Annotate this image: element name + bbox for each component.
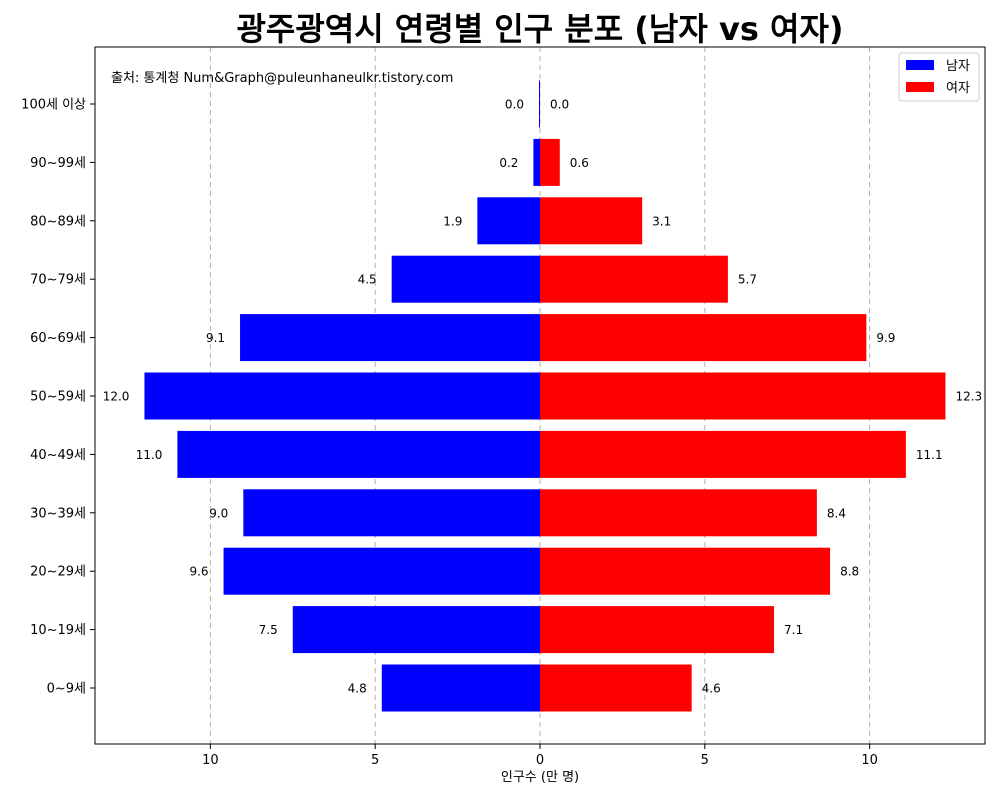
bar-female — [540, 314, 867, 362]
data-label-male: 9.1 — [206, 331, 225, 345]
y-tick-label: 0~9세 — [47, 682, 86, 697]
legend-swatch-male — [906, 60, 934, 70]
data-label-female: 5.7 — [738, 273, 757, 287]
data-label-female: 8.8 — [840, 565, 859, 579]
y-tick-label: 30~39세 — [30, 506, 86, 521]
y-tick-label: 60~69세 — [30, 331, 86, 346]
bar-male — [144, 372, 540, 420]
data-label-female: 12.3 — [955, 390, 982, 404]
bar-female — [540, 664, 692, 712]
data-label-female: 0.0 — [550, 98, 569, 112]
bar-female — [540, 197, 643, 245]
data-label-male: 9.0 — [209, 506, 228, 520]
data-label-female: 3.1 — [652, 214, 671, 228]
data-labels: 0.0 0.0 0.2 0.6 1.9 3.1 4.5 5.7 9.1 9.9 12.0 12.3 11… — [103, 98, 982, 696]
bar-female — [540, 547, 831, 595]
data-label-male: 12.0 — [103, 390, 130, 404]
bar-male — [477, 197, 540, 245]
bar-female — [540, 430, 906, 478]
y-tick-label: 80~89세 — [30, 214, 86, 229]
y-tick-label: 70~79세 — [30, 273, 86, 288]
bar-female — [540, 489, 817, 537]
y-tick-label: 100세 이상 — [21, 98, 86, 113]
y-tick-label: 20~29세 — [30, 565, 86, 580]
chart-title: 광주광역시 연령별 인구 분포 (남자 vs 여자) — [236, 10, 843, 48]
bar-male — [292, 606, 540, 654]
bar-male — [177, 430, 540, 478]
bar-female — [540, 372, 946, 420]
data-label-male: 11.0 — [136, 448, 163, 462]
y-tick-label: 10~19세 — [30, 623, 86, 638]
bar-male — [381, 664, 540, 712]
data-label-male: 0.2 — [499, 156, 518, 170]
data-label-female: 11.1 — [916, 448, 943, 462]
y-tick-label: 40~49세 — [30, 448, 86, 463]
legend: 남자 여자 — [898, 52, 980, 102]
bar-female — [540, 138, 560, 186]
source-note: 출처: 통계청 Num&Graph@puleunhaneulkr.tistory… — [111, 71, 453, 86]
data-label-female: 9.9 — [876, 331, 895, 345]
bar-male — [391, 255, 540, 303]
data-label-male: 7.5 — [259, 623, 278, 637]
bar-male — [223, 547, 541, 595]
x-tick-label: 10 — [861, 753, 878, 768]
data-label-male: 4.8 — [348, 682, 367, 696]
data-label-male: 9.6 — [189, 565, 208, 579]
x-tick-label: 10 — [202, 753, 219, 768]
data-label-male: 1.9 — [443, 214, 462, 228]
data-label-male: 4.5 — [358, 273, 377, 287]
data-label-female: 8.4 — [827, 506, 846, 520]
bar-female — [540, 606, 775, 654]
bar-male — [539, 80, 540, 128]
data-label-female: 7.1 — [784, 623, 803, 637]
bars — [144, 80, 946, 712]
y-tick-label: 90~99세 — [30, 156, 86, 171]
bar-male — [243, 489, 541, 537]
bar-male — [240, 314, 540, 362]
bar-male — [533, 138, 540, 186]
x-axis-label: 인구수 (만 명) — [501, 770, 579, 785]
x-tick-label: 5 — [701, 753, 709, 768]
x-tick-label: 5 — [371, 753, 379, 768]
data-label-male: 0.0 — [505, 98, 524, 112]
y-tick-label: 50~59세 — [30, 390, 86, 405]
legend-label-male: 남자 — [946, 59, 970, 74]
x-axis-ticks: 10 5 0 5 10 — [202, 744, 878, 768]
legend-label-female: 여자 — [946, 81, 970, 96]
legend-swatch-female — [906, 82, 934, 92]
bar-female — [540, 255, 728, 303]
data-label-female: 0.6 — [570, 156, 589, 170]
y-axis-ticks: 100세 이상 90~99세 80~89세 70~79세 60~69세 50~59세 40~… — [21, 98, 95, 697]
x-tick-label: 0 — [536, 753, 544, 768]
data-label-female: 4.6 — [702, 682, 721, 696]
